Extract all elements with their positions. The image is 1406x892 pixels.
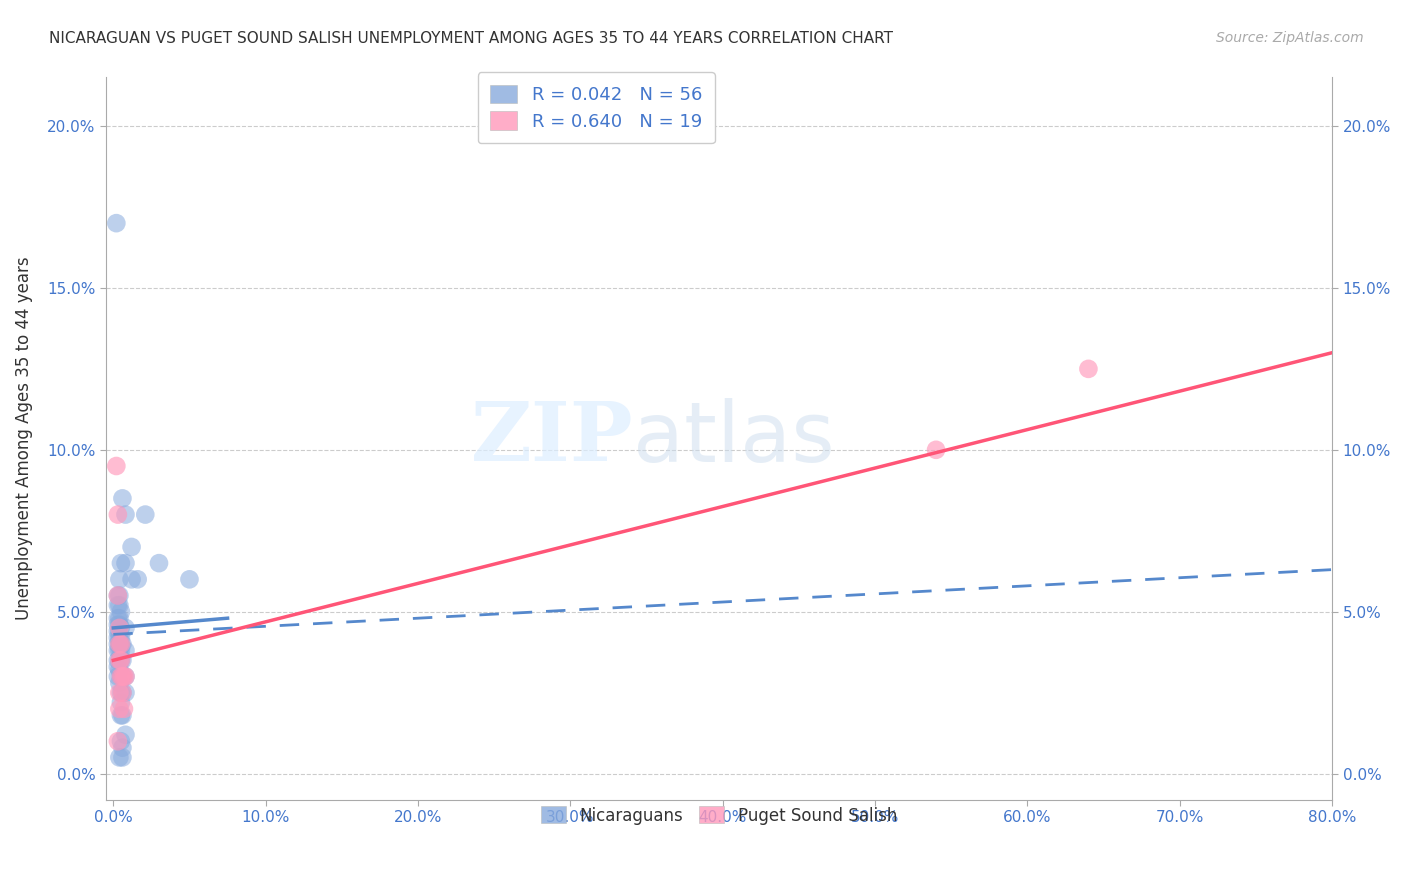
Point <box>108 572 131 586</box>
Point <box>107 659 129 673</box>
Point <box>1077 362 1099 376</box>
Point <box>114 669 136 683</box>
Point <box>127 572 149 586</box>
Point <box>110 605 132 619</box>
Point <box>110 637 132 651</box>
Point <box>110 621 132 635</box>
Point <box>107 599 129 613</box>
Point <box>111 669 134 683</box>
Point <box>110 556 132 570</box>
Point <box>108 621 131 635</box>
Point <box>114 556 136 570</box>
Point <box>114 643 136 657</box>
Point <box>110 653 132 667</box>
Point <box>110 669 132 683</box>
Point <box>110 686 132 700</box>
Point <box>114 686 136 700</box>
Point <box>108 663 131 677</box>
Point <box>107 589 129 603</box>
Point <box>111 491 134 506</box>
Text: atlas: atlas <box>633 398 835 479</box>
Point <box>108 643 131 657</box>
Point <box>110 669 132 683</box>
Point <box>107 611 129 625</box>
Point <box>107 643 129 657</box>
Point <box>107 669 129 683</box>
Point <box>108 653 131 667</box>
Point <box>111 740 134 755</box>
Point <box>110 637 132 651</box>
Point <box>112 702 135 716</box>
Point <box>111 708 134 723</box>
Point <box>111 686 134 700</box>
Point <box>110 734 132 748</box>
Point <box>107 734 129 748</box>
Point <box>105 216 128 230</box>
Point <box>114 669 136 683</box>
Point <box>107 624 129 639</box>
Point <box>107 508 129 522</box>
Point <box>114 621 136 635</box>
Point <box>110 631 132 645</box>
Point <box>107 617 129 632</box>
Point <box>108 750 131 764</box>
Point <box>112 669 135 683</box>
Point <box>111 637 134 651</box>
Point <box>111 653 134 667</box>
Point <box>108 589 131 603</box>
Point <box>108 637 131 651</box>
Legend: Nicaraguans, Puget Sound Salish: Nicaraguans, Puget Sound Salish <box>530 797 907 835</box>
Point <box>111 669 134 683</box>
Point <box>107 589 129 603</box>
Point <box>108 617 131 632</box>
Point <box>108 637 131 651</box>
Point <box>121 572 143 586</box>
Point <box>108 702 131 716</box>
Point <box>107 631 129 645</box>
Text: Source: ZipAtlas.com: Source: ZipAtlas.com <box>1216 31 1364 45</box>
Point <box>107 637 129 651</box>
Point <box>108 611 131 625</box>
Point <box>110 643 132 657</box>
Point <box>108 653 131 667</box>
Point <box>108 686 131 700</box>
Point <box>107 653 129 667</box>
Point <box>108 676 131 690</box>
Point <box>108 599 131 613</box>
Point <box>111 750 134 764</box>
Point <box>114 508 136 522</box>
Point <box>105 458 128 473</box>
Text: ZIP: ZIP <box>471 399 633 478</box>
Point <box>110 653 132 667</box>
Point <box>925 442 948 457</box>
Point <box>111 686 134 700</box>
Y-axis label: Unemployment Among Ages 35 to 44 years: Unemployment Among Ages 35 to 44 years <box>15 257 32 620</box>
Point <box>108 624 131 639</box>
Point <box>108 631 131 645</box>
Point <box>114 728 136 742</box>
Point <box>110 695 132 709</box>
Point <box>134 508 156 522</box>
Point <box>110 708 132 723</box>
Point <box>121 540 143 554</box>
Point <box>179 572 201 586</box>
Text: NICARAGUAN VS PUGET SOUND SALISH UNEMPLOYMENT AMONG AGES 35 TO 44 YEARS CORRELAT: NICARAGUAN VS PUGET SOUND SALISH UNEMPLO… <box>49 31 893 46</box>
Point <box>148 556 170 570</box>
